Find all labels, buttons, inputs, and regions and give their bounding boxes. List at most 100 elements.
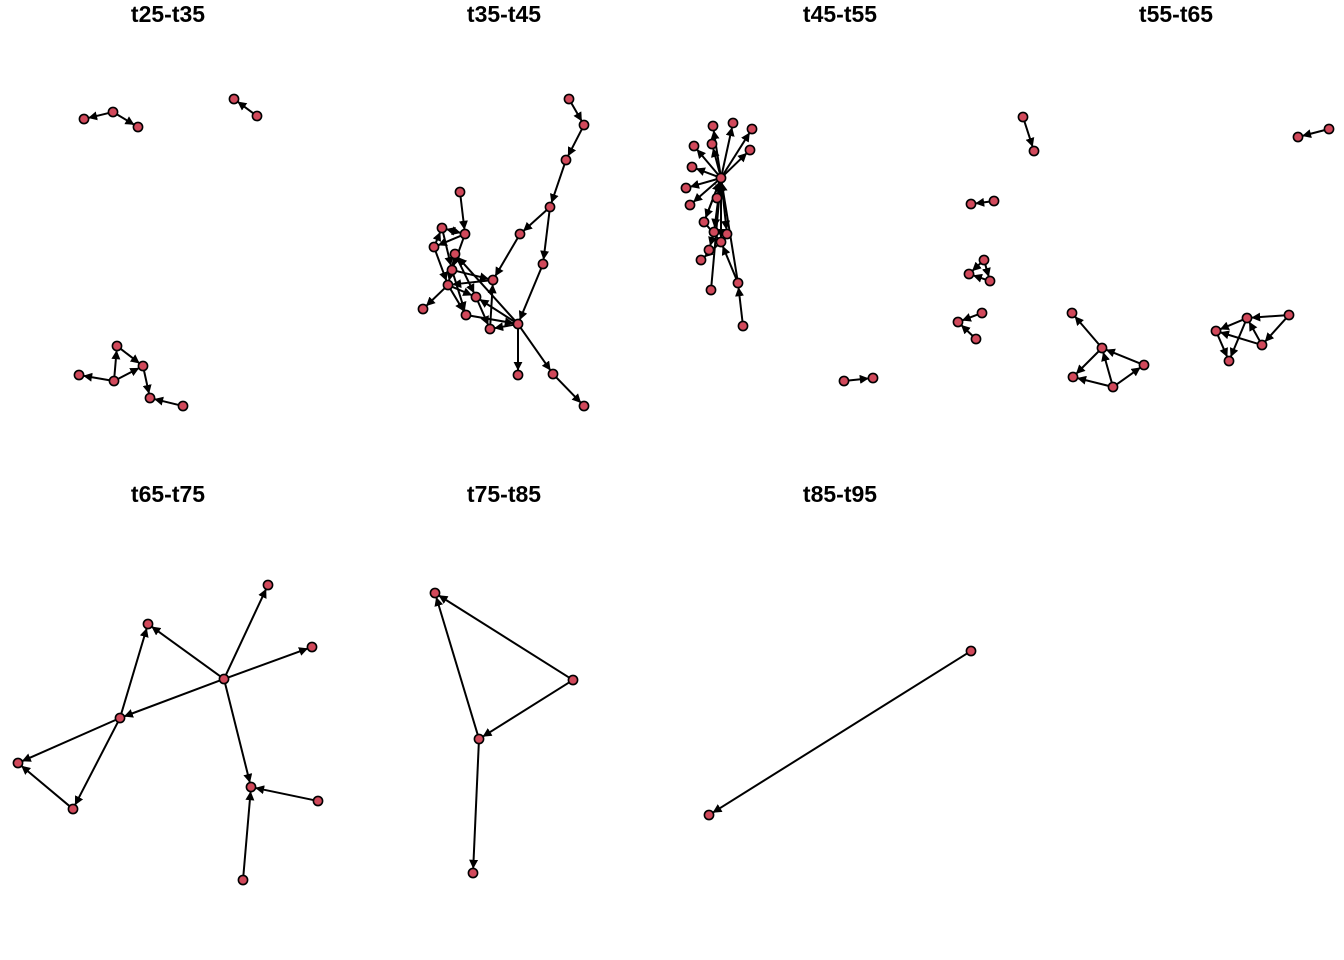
edge	[1101, 352, 1113, 383]
panel-t35-t45: t35-t45	[417, 1, 590, 412]
edge	[1219, 318, 1244, 331]
node	[1138, 359, 1150, 371]
edge	[975, 197, 990, 207]
edge	[523, 209, 548, 232]
node	[952, 316, 964, 328]
node	[1323, 123, 1335, 135]
edge	[1074, 316, 1100, 346]
node	[177, 400, 189, 412]
edge	[456, 270, 489, 282]
edge	[519, 327, 551, 371]
edge	[479, 298, 515, 323]
node	[1107, 381, 1119, 393]
node	[867, 372, 879, 384]
node	[251, 110, 263, 122]
node	[306, 641, 318, 653]
edge	[451, 285, 473, 296]
node	[467, 867, 479, 879]
node	[721, 228, 733, 240]
node	[108, 375, 120, 387]
node	[312, 795, 324, 807]
panel-t75-t85: t75-t85	[429, 481, 579, 879]
node	[727, 117, 739, 129]
panel-t85-t95: t85-t95	[703, 481, 977, 821]
node	[737, 320, 749, 332]
edge	[567, 128, 583, 157]
node	[978, 254, 990, 266]
node	[970, 333, 982, 345]
edge	[227, 647, 309, 679]
edge	[154, 396, 179, 406]
node	[688, 140, 700, 152]
edge	[469, 743, 480, 869]
node	[537, 258, 549, 270]
edge	[721, 245, 738, 280]
node	[746, 123, 758, 135]
edge	[1251, 312, 1285, 322]
edge	[1229, 321, 1247, 358]
node	[715, 172, 727, 184]
edge	[116, 113, 135, 126]
panel-title: t35-t45	[467, 1, 541, 27]
node	[487, 274, 499, 286]
panel-t25-t35: t25-t35	[73, 1, 263, 412]
edge	[722, 132, 751, 175]
edge	[225, 588, 267, 676]
node	[1292, 131, 1304, 143]
node	[484, 323, 496, 335]
node	[560, 154, 572, 166]
node	[578, 119, 590, 131]
node	[1223, 355, 1235, 367]
edge	[708, 236, 717, 246]
edge	[1077, 375, 1109, 387]
node	[228, 93, 240, 105]
edge	[494, 237, 519, 277]
node	[454, 186, 466, 198]
panel-title: t45-t55	[803, 1, 877, 27]
node	[446, 264, 458, 276]
node	[703, 809, 715, 821]
node	[67, 803, 79, 815]
node	[442, 279, 454, 291]
node	[449, 248, 461, 260]
edge	[711, 148, 721, 174]
node	[988, 195, 1000, 207]
node	[512, 318, 524, 330]
node	[744, 144, 756, 156]
edge	[437, 234, 462, 247]
node	[459, 228, 471, 240]
node	[237, 874, 249, 886]
edge	[972, 273, 986, 283]
edge	[237, 101, 254, 115]
node	[547, 368, 559, 380]
node	[965, 198, 977, 210]
panel-title: t75-t85	[467, 481, 541, 507]
edge	[961, 313, 979, 322]
panel-title: t65-t75	[131, 481, 205, 507]
edge	[21, 718, 117, 762]
node	[262, 579, 274, 591]
node	[732, 277, 744, 289]
edge	[735, 287, 744, 322]
edge	[83, 372, 110, 382]
edge	[494, 322, 514, 332]
edge	[1023, 121, 1035, 148]
node	[1210, 325, 1222, 337]
node	[460, 309, 472, 321]
edge	[1075, 350, 1100, 375]
edge	[111, 350, 121, 377]
node	[705, 284, 717, 296]
edge	[549, 164, 566, 204]
edge	[117, 367, 140, 380]
node	[703, 244, 715, 256]
node	[78, 113, 90, 125]
node	[111, 340, 123, 352]
edge	[1302, 129, 1325, 139]
node	[715, 236, 727, 248]
edge	[452, 279, 489, 289]
edge	[1264, 317, 1287, 342]
edge	[1248, 321, 1261, 342]
edge	[123, 679, 221, 718]
edge	[570, 102, 583, 122]
